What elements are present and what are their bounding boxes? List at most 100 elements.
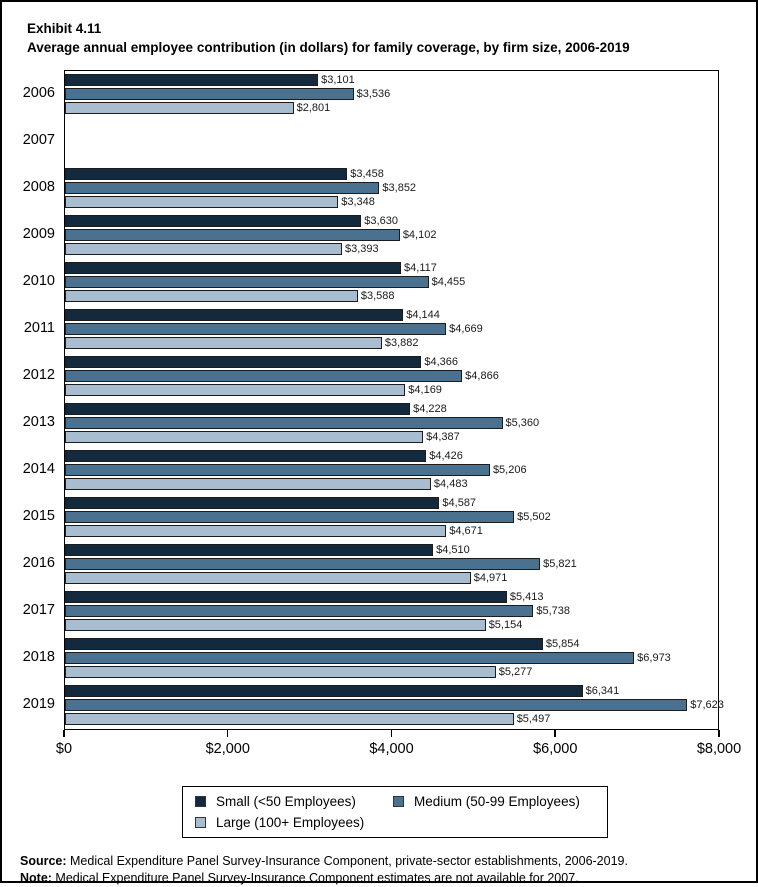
year-group-2007 [65,118,718,165]
bar-small-2009: $3,630 [65,215,398,228]
bar-value-label: $4,669 [449,323,483,336]
year-group-2012: $4,366 $4,866 $4,169 [65,353,718,400]
year-group-2008: $3,458 $3,852 $3,348 [65,165,718,212]
bar-small-2018: $5,854 [65,638,579,651]
year-label-2010: 2010 [22,273,55,290]
bar-medium-2011: $4,669 [65,323,483,336]
bar-value-label: $5,738 [536,605,571,618]
source-line: Source: Medical Expenditure Panel Survey… [20,853,756,870]
x-axis-tick-mark [390,729,392,737]
bar-large-2008: $3,348 [65,196,375,209]
x-axis-tick-mark [226,729,229,737]
bar-small-2019: $6,341 [65,685,619,698]
legend-swatch-large [195,816,206,828]
year-label-2008: 2008 [22,179,55,196]
bar-small-2010: $4,117 [65,262,437,275]
bar-medium-2016: $5,821 [65,558,577,571]
year-group-2013: $4,228 $5,360 $4,387 [65,400,718,447]
bar-large-2017: $5,154 [65,619,522,632]
year-group-2018: $5,854 $6,973 $5,277 [65,635,718,682]
bar-value-label: $3,458 [350,168,384,181]
bar-value-label: $5,854 [545,638,580,651]
year-label-2012: 2012 [22,367,55,384]
bar-large-2011: $3,882 [65,337,419,350]
legend: Small (<50 Employees) Medium (50-99 Emplo… [182,785,608,838]
legend-item-medium: Medium (50-99 Employees) [393,794,603,809]
bar-large-2009: $3,393 [65,243,379,256]
bar-value-label: $5,154 [488,619,523,632]
bar-large-2014: $4,483 [65,478,468,491]
bar-value-label: $4,366 [424,356,459,369]
bar-value-label: $4,387 [426,431,460,444]
bar-value-label: $5,497 [516,713,551,726]
note-line: Note: Medical Expenditure Panel Survey-I… [20,870,756,887]
bar-value-label: $7,623 [690,699,724,712]
bar-value-label: $4,102 [402,229,437,242]
bar-small-2013: $4,228 [65,403,447,416]
bar-value-label: $6,341 [585,685,620,698]
bar-value-label: $3,630 [364,215,398,228]
legend-label-small: Small (<50 Employees) [216,793,356,809]
bar-large-2006: $2,801 [65,102,330,115]
bar-large-2010: $3,588 [65,290,395,303]
note-label: Note: [20,871,52,886]
bar-medium-2013: $5,360 [65,417,539,430]
bar-medium-2006: $3,536 [65,88,390,101]
bar-large-2019: $5,497 [65,713,550,726]
bar-value-label: $5,360 [505,417,540,430]
bar-value-label: $6,973 [637,652,671,665]
year-group-2016: $4,510 $5,821 $4,971 [65,541,718,588]
bar-value-label: $5,821 [543,558,577,571]
bar-medium-2018: $6,973 [65,652,671,665]
note-text: Medical Expenditure Panel Survey-Insuran… [51,871,579,886]
bar-value-label: $4,510 [436,544,470,557]
bar-value-label: $5,277 [498,666,533,679]
bar-value-label: $3,393 [344,243,379,256]
x-axis-tick-mark [63,729,65,737]
bar-medium-2019: $7,623 [65,699,724,712]
bar-medium-2015: $5,502 [65,511,551,524]
chart-title: Average annual employee contribution (in… [27,39,630,55]
year-label-2018: 2018 [22,649,55,666]
bar-value-label: $3,348 [341,196,375,209]
bar-value-label: $4,971 [473,572,508,585]
year-labels: 2006 2007 2008 2009 2010 2011 2012 2013 2014 2015… [2,70,64,730]
year-group-2006: $3,101 $3,536 $2,801 [65,71,718,118]
bar-medium-2012: $4,866 [65,370,499,383]
legend-item-small: Small (<50 Employees) [195,794,393,809]
year-label-2017: 2017 [22,602,55,619]
x-axis-tick-label: $0 [55,740,73,757]
bar-chart: 2006 2007 2008 2009 2010 2011 2012 2013 2014 2015… [2,69,756,730]
x-axis: $0 $2,000 $4,000 $6,000 $8,000 [56,729,741,772]
source-label: Source: [20,853,67,868]
bar-value-label: $4,587 [442,497,477,510]
legend-swatch-small [195,795,206,807]
bar-value-label: $4,866 [465,370,499,383]
bar-small-2012: $4,366 [65,356,458,369]
x-axis-tick-label: $8,000 [696,740,742,757]
bar-small-2017: $5,413 [65,591,543,604]
legend-swatch-medium [393,795,404,807]
x-axis-tick-mark [718,729,720,737]
x-axis-tick-label: $6,000 [533,740,578,757]
bar-value-label: $5,206 [492,464,527,477]
year-group-2014: $4,426 $5,206 $4,483 [65,447,718,494]
bar-medium-2014: $5,206 [65,464,527,477]
title-block: Exhibit 4.11 Average annual employee con… [27,20,756,58]
bar-small-2006: $3,101 [65,74,355,87]
bar-value-label: $4,455 [431,276,466,289]
year-label-2014: 2014 [22,461,55,478]
year-label-2007: 2007 [22,132,55,149]
bar-value-label: $2,801 [296,102,331,115]
x-axis-tick-label: $4,000 [369,740,414,757]
bar-large-2015: $4,671 [65,525,483,538]
bar-value-label: $4,228 [413,403,447,416]
bar-medium-2008: $3,852 [65,182,416,195]
x-axis-tick-label: $2,000 [205,740,250,757]
exhibit-label: Exhibit 4.11 [27,21,102,36]
bar-medium-2017: $5,738 [65,605,570,618]
bar-small-2008: $3,458 [65,168,384,181]
bar-small-2011: $4,144 [65,309,440,322]
year-group-2011: $4,144 $4,669 $3,882 [65,306,718,353]
